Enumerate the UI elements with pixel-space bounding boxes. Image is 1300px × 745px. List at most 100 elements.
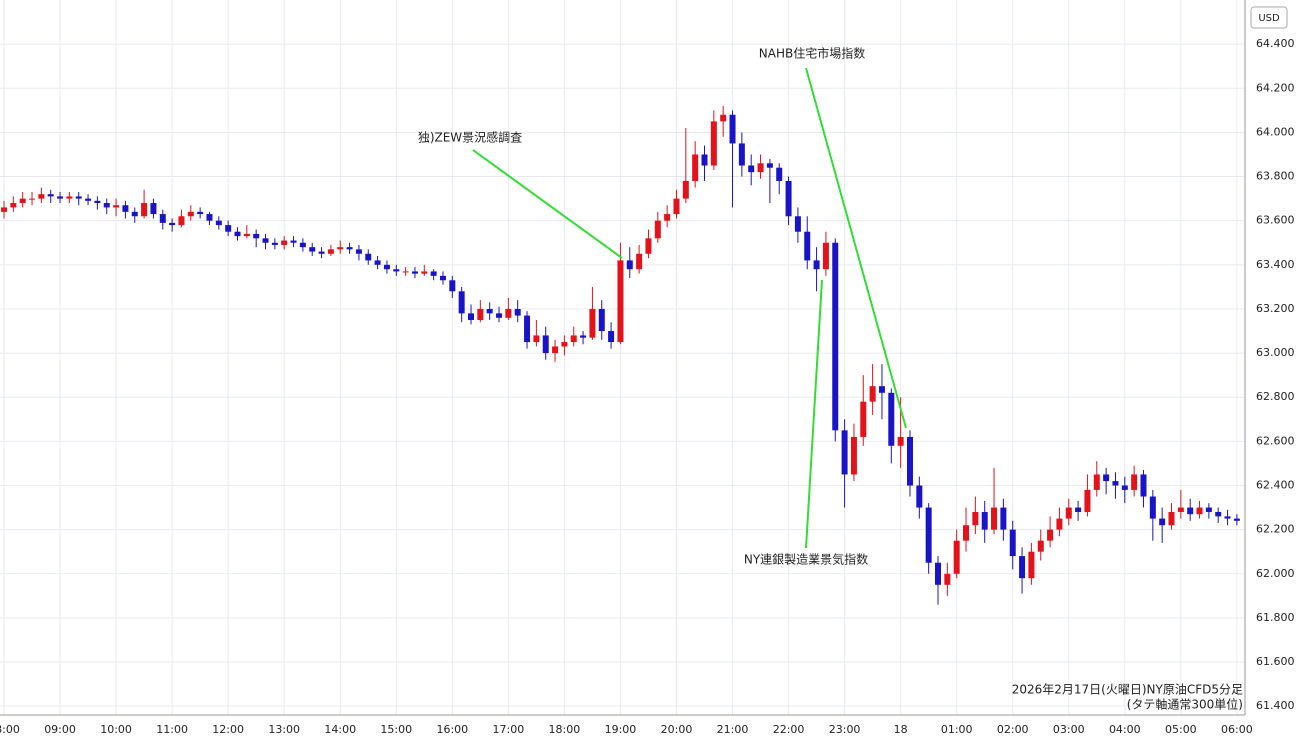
- candle-body: [981, 511, 988, 530]
- x-tick-label: 10:00: [100, 723, 132, 736]
- candle-body: [617, 260, 624, 343]
- candle-body: [496, 313, 503, 318]
- candle-body: [729, 114, 736, 144]
- x-tick-label: 02:00: [997, 723, 1029, 736]
- x-tick-label: 13:00: [268, 723, 300, 736]
- candle-body: [785, 180, 792, 217]
- annotation-line: [805, 279, 823, 549]
- x-tick-label: 06:00: [1221, 723, 1253, 736]
- y-tick-label: 61.600: [1256, 655, 1295, 668]
- candle-body: [197, 211, 204, 215]
- x-tick-label: 16:00: [436, 723, 468, 736]
- candle-body: [776, 167, 783, 181]
- candle-body: [169, 222, 176, 226]
- candle-body: [206, 214, 213, 221]
- candle-body: [1084, 489, 1091, 512]
- x-tick-label: 05:00: [1165, 723, 1197, 736]
- currency[interactable]: USD: [1258, 13, 1280, 24]
- candle-body: [281, 240, 288, 245]
- y-tick-label: 61.400: [1256, 699, 1295, 712]
- candle-body: [337, 247, 344, 250]
- candle-body: [10, 203, 17, 208]
- annotation-line: [472, 149, 623, 259]
- candle-body: [897, 436, 904, 446]
- candle-body: [1215, 511, 1222, 517]
- candle-body: [542, 335, 549, 354]
- candle-body: [878, 386, 885, 393]
- candle-body: [402, 271, 409, 273]
- candle-body: [654, 220, 661, 239]
- x-tick-label: 11:00: [156, 723, 188, 736]
- candle-body: [346, 247, 353, 250]
- candle-body: [720, 114, 727, 122]
- candle-body: [888, 392, 895, 446]
- x-tick-label: 09:00: [44, 723, 76, 736]
- candle-body: [225, 225, 232, 232]
- candle-body: [374, 260, 381, 265]
- x-tick-label: 23:00: [829, 723, 861, 736]
- candle-body: [925, 507, 932, 563]
- candle-body: [906, 436, 913, 486]
- candle-body: [19, 198, 26, 204]
- candle-body: [804, 231, 811, 261]
- y-tick-label: 63.000: [1256, 346, 1295, 359]
- candle-body: [318, 251, 325, 254]
- candle-body: [1000, 507, 1007, 530]
- candle-body: [486, 308, 493, 314]
- y-tick-label: 62.200: [1256, 523, 1295, 536]
- y-tick-label: 61.800: [1256, 611, 1295, 624]
- candle-body: [243, 233, 250, 237]
- candle-body: [766, 163, 773, 168]
- candle-body: [972, 511, 979, 526]
- candle-body: [66, 196, 73, 199]
- y-tick-label: 64.000: [1256, 125, 1295, 138]
- candle-body: [290, 240, 297, 243]
- candle-body: [94, 200, 101, 204]
- candle-body: [1187, 507, 1194, 515]
- candle-body: [1131, 474, 1138, 490]
- candle-body: [841, 430, 848, 475]
- candle-body: [552, 346, 559, 354]
- candle-body: [1196, 507, 1203, 515]
- x-tick-label: 22:00: [773, 723, 805, 736]
- candle-body: [141, 203, 148, 217]
- candle-body: [963, 525, 970, 541]
- candle-body: [1037, 540, 1044, 552]
- candle-body: [449, 280, 456, 292]
- candle-body: [1149, 496, 1156, 519]
- candle-body: [411, 271, 418, 274]
- annotation-line: [805, 67, 907, 429]
- candle-body: [916, 485, 923, 508]
- candle-body: [1233, 518, 1240, 521]
- candle-body: [178, 216, 185, 226]
- footer: (タテ軸通常300単位): [1127, 697, 1243, 712]
- candle-body: [1121, 485, 1128, 490]
- currency-box[interactable]: [1250, 6, 1288, 29]
- candle-body: [1019, 556, 1026, 579]
- footer: 2026年2月17日(火曜日)NY原油CFD5分足: [1012, 683, 1243, 697]
- candle-body: [309, 247, 316, 252]
- candle-body: [159, 214, 166, 223]
- candle-body: [533, 335, 540, 343]
- candle-body: [150, 203, 157, 215]
- candle-body: [991, 507, 998, 530]
- candle-body: [869, 386, 876, 402]
- candle-body: [636, 253, 643, 270]
- candle-body: [430, 271, 437, 276]
- x-tick-label: 01:00: [941, 723, 973, 736]
- y-tick-label: 62.400: [1256, 478, 1295, 491]
- candle-body: [748, 165, 755, 173]
- candle-body: [692, 154, 699, 181]
- candle-body: [1205, 507, 1212, 512]
- annotation: 独)ZEW景況感調査: [418, 130, 522, 145]
- x-tick-label: 12:00: [212, 723, 244, 736]
- candle-body: [589, 308, 596, 338]
- candle-body: [813, 260, 820, 270]
- candle-body: [234, 231, 241, 237]
- candle-body: [664, 214, 671, 221]
- candle-body: [1103, 474, 1110, 482]
- annotation: NY連銀製造業景気指数: [744, 552, 868, 567]
- candle-body: [701, 154, 708, 166]
- x-tick-label: 20:00: [661, 723, 693, 736]
- candle-body: [103, 203, 110, 208]
